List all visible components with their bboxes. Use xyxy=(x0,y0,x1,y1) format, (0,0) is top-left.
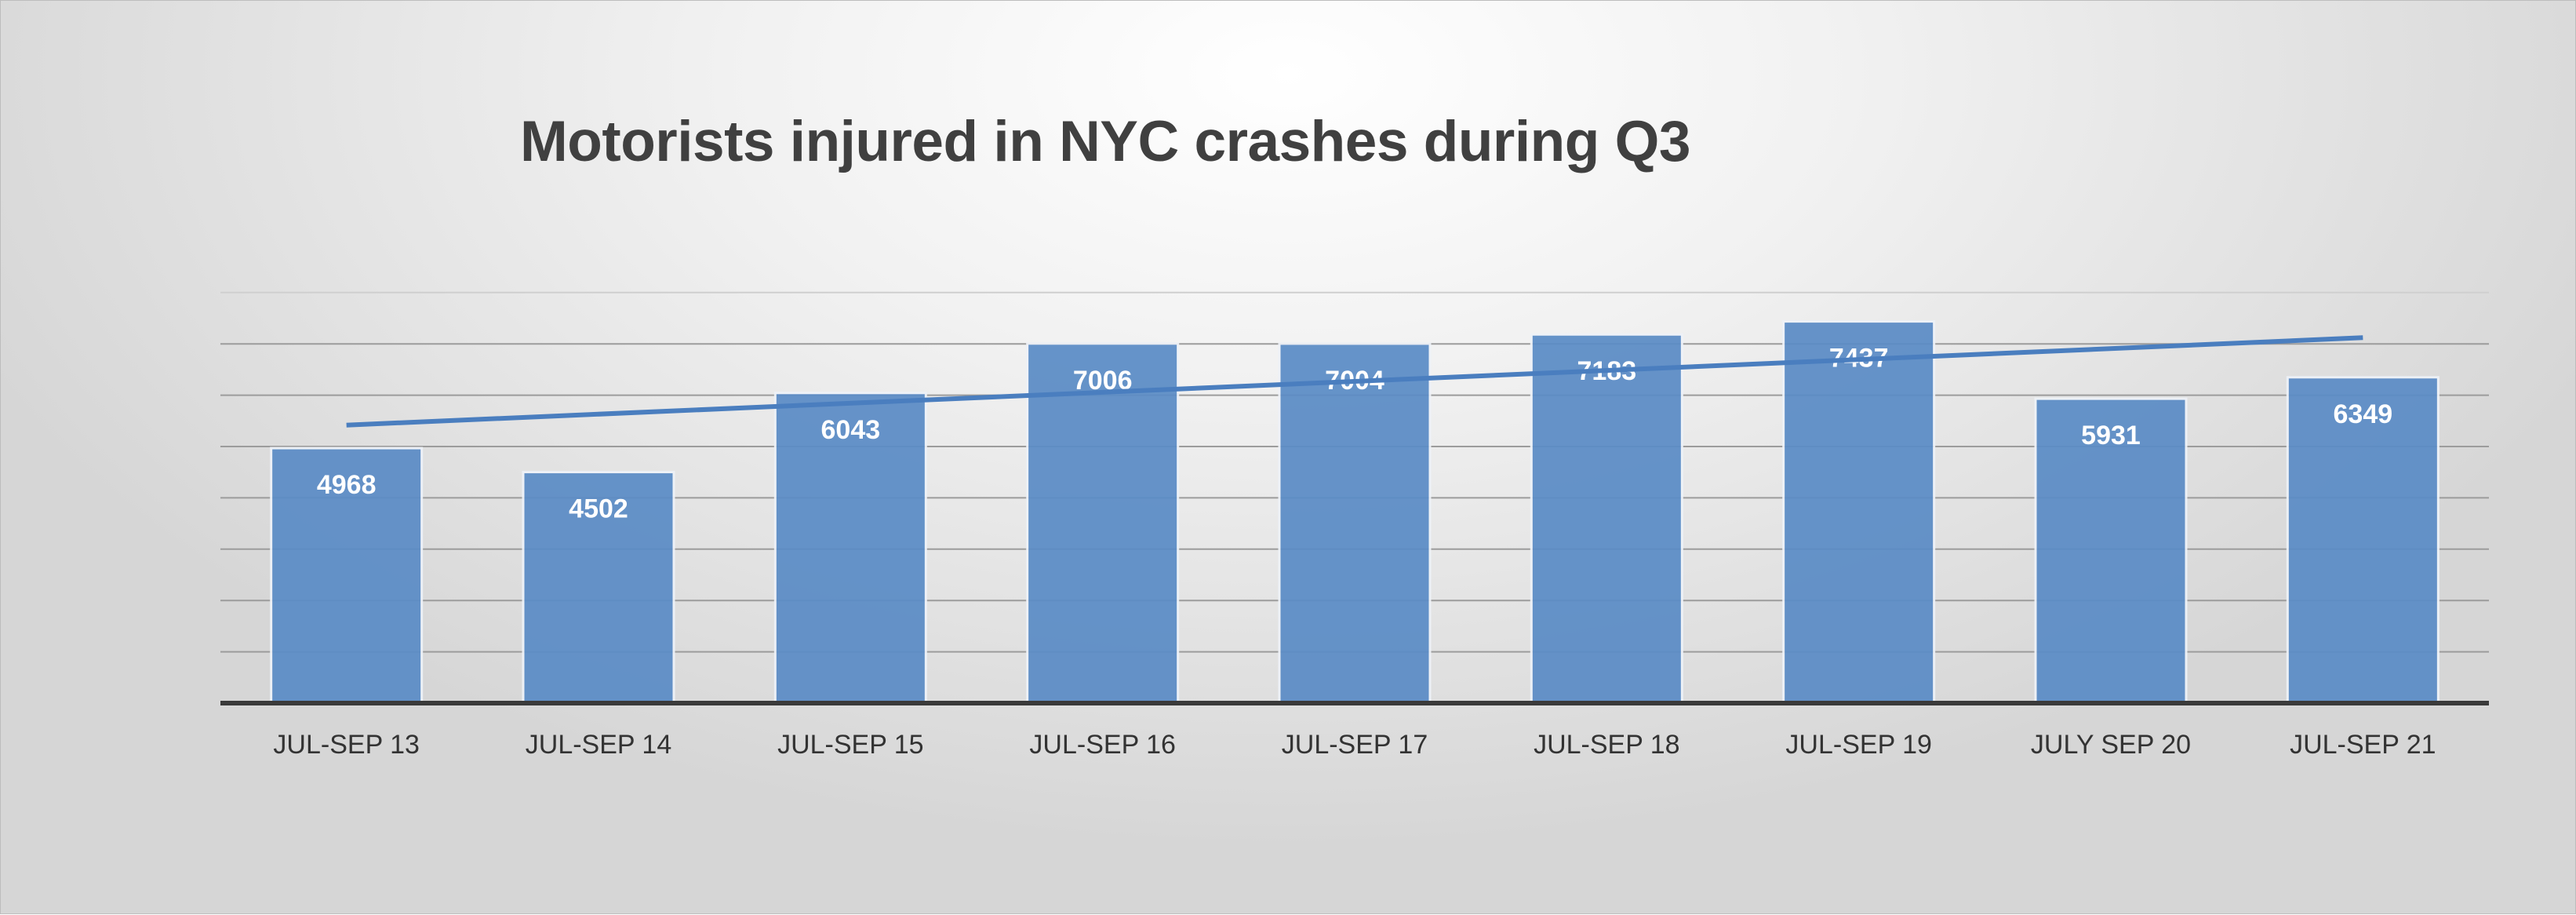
x-tick-label: JUL-SEP 21 xyxy=(2290,730,2436,760)
x-tick-label: JUL-SEP 13 xyxy=(273,730,419,760)
bar xyxy=(1026,342,1180,705)
bars xyxy=(270,320,2440,705)
x-tick-label: JULY SEP 20 xyxy=(2031,730,2191,760)
data-label: 5931 xyxy=(2081,421,2141,450)
x-tick-label: JUL-SEP 14 xyxy=(526,730,671,760)
bar xyxy=(1782,320,1936,705)
trendline xyxy=(346,335,2363,428)
x-tick-label: JUL-SEP 19 xyxy=(1785,730,1931,760)
bar xyxy=(270,447,424,705)
bar xyxy=(1530,333,1683,705)
bar xyxy=(1278,342,1432,705)
chart-title: Motorists injured in NYC crashes during … xyxy=(520,110,1690,173)
bar xyxy=(2286,376,2440,705)
x-tick-labels: JUL-SEP 13 JUL-SEP 14 JUL-SEP 15 JUL-SEP 16… xyxy=(273,730,2436,760)
data-label: 4502 xyxy=(569,494,628,524)
data-label: 6349 xyxy=(2334,399,2393,429)
x-tick-label: JUL-SEP 16 xyxy=(1029,730,1175,760)
bar xyxy=(522,471,675,705)
data-label: 6043 xyxy=(821,415,881,445)
x-tick-label: JUL-SEP 17 xyxy=(1282,730,1428,760)
x-tick-label: JUL-SEP 18 xyxy=(1534,730,1679,760)
trendline-group xyxy=(346,335,2363,428)
bar xyxy=(2034,397,2188,705)
data-label: 4968 xyxy=(317,470,377,500)
x-tick-label: JUL-SEP 15 xyxy=(777,730,923,760)
bar xyxy=(773,392,927,705)
